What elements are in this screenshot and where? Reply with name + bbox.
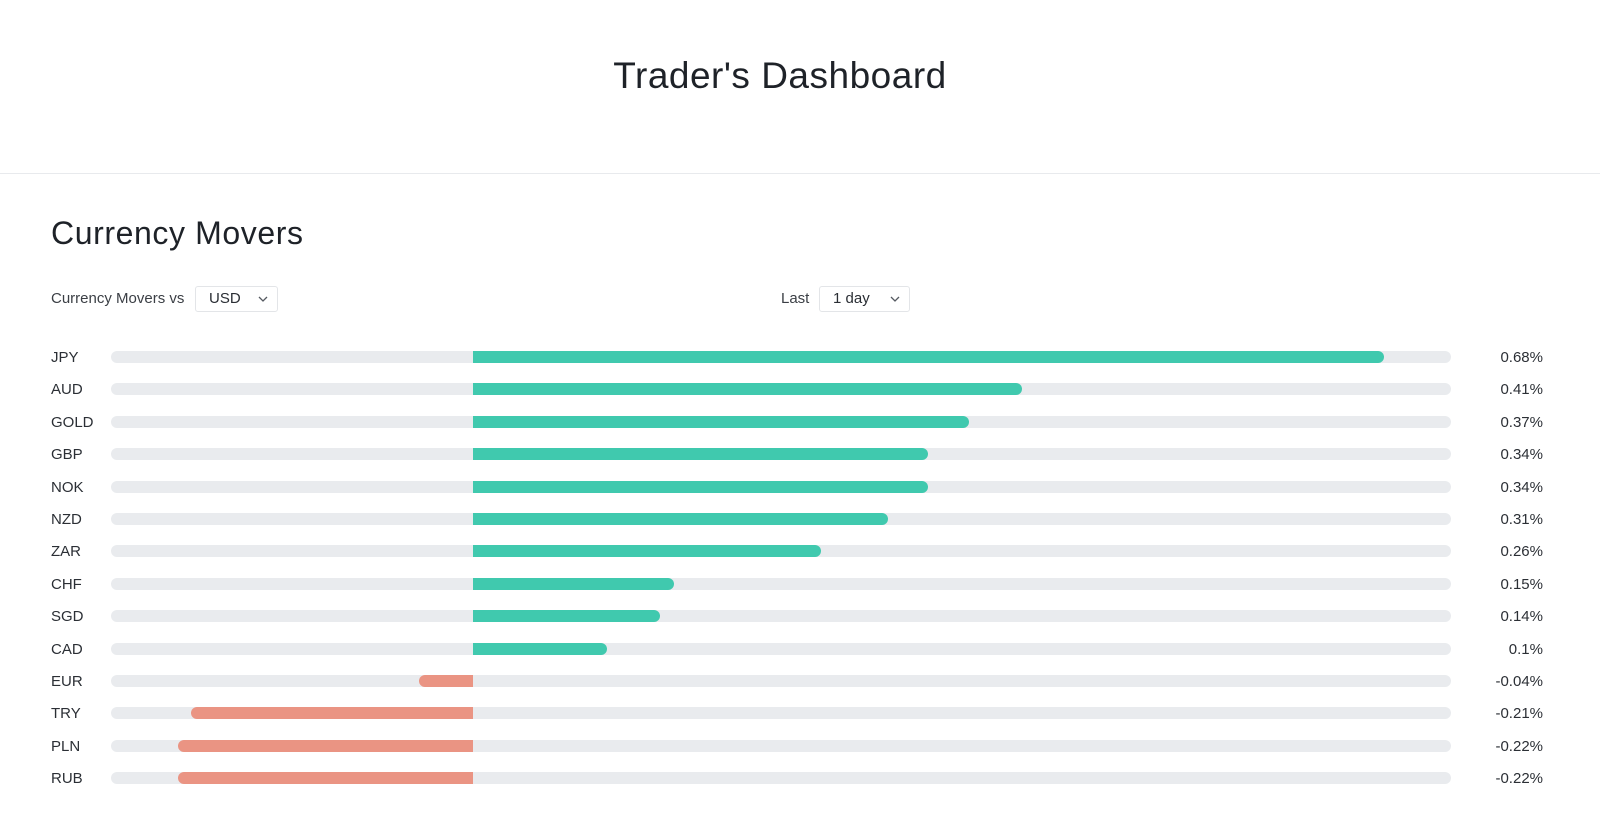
change-value: 0.41% xyxy=(1500,381,1543,399)
bar-track xyxy=(111,577,1451,590)
mover-bar xyxy=(472,610,661,623)
currency-label: GOLD xyxy=(51,413,94,431)
mover-bar xyxy=(191,707,473,720)
mover-bar xyxy=(472,577,674,590)
base-currency-value: USD xyxy=(209,290,241,307)
base-currency-select[interactable]: USD xyxy=(195,286,278,312)
period-value: 1 day xyxy=(833,290,870,307)
change-value: -0.22% xyxy=(1495,737,1543,755)
period-select[interactable]: 1 day xyxy=(819,286,910,312)
currency-label: ZAR xyxy=(51,543,81,561)
period-label: Last xyxy=(781,290,810,307)
mover-bar xyxy=(178,772,473,785)
change-value: 0.15% xyxy=(1500,575,1543,593)
currency-label: CHF xyxy=(51,575,82,593)
currency-label: RUB xyxy=(51,770,83,788)
mover-bar xyxy=(472,448,929,461)
mover-bar xyxy=(472,642,607,655)
mover-bar xyxy=(419,675,473,687)
mover-bar xyxy=(472,351,1384,363)
currency-label: TRY xyxy=(51,705,81,723)
change-value: 0.14% xyxy=(1500,608,1543,626)
change-value: -0.04% xyxy=(1495,673,1543,690)
change-value: 0.34% xyxy=(1500,446,1543,464)
chevron-down-icon xyxy=(258,296,268,302)
mover-bar xyxy=(472,513,889,525)
currency-label: GBP xyxy=(51,446,83,464)
change-value: 0.1% xyxy=(1508,640,1543,658)
mover-bar xyxy=(472,383,1023,396)
change-value: 0.37% xyxy=(1500,413,1543,431)
mover-bar xyxy=(472,545,822,558)
currency-label: JPY xyxy=(51,349,79,366)
change-value: 0.31% xyxy=(1500,511,1543,528)
mover-bar xyxy=(178,739,473,752)
currency-label: CAD xyxy=(51,640,83,658)
mover-bar xyxy=(472,480,929,493)
change-value: -0.21% xyxy=(1495,705,1543,723)
currency-label: PLN xyxy=(51,737,81,755)
bar-track xyxy=(111,610,1451,623)
page-title: Trader's Dashboard xyxy=(613,55,947,96)
change-value: -0.22% xyxy=(1495,770,1543,788)
currency-movers-vs-label: Currency Movers vs xyxy=(51,290,185,307)
currency-label: NOK xyxy=(51,478,84,496)
bar-track xyxy=(111,642,1451,655)
header: Trader's Dashboard xyxy=(0,0,1600,174)
currency-label: SGD xyxy=(51,608,84,626)
currency-label: NZD xyxy=(51,511,82,528)
change-value: 0.34% xyxy=(1500,478,1543,496)
change-value: 0.68% xyxy=(1500,349,1543,366)
mover-bar xyxy=(472,415,969,428)
bar-track xyxy=(111,675,1451,687)
currency-label: EUR xyxy=(51,673,83,690)
section-title: Currency Movers xyxy=(51,215,304,251)
chevron-down-icon xyxy=(890,296,900,302)
change-value: 0.26% xyxy=(1500,543,1543,561)
currency-label: AUD xyxy=(51,381,83,399)
